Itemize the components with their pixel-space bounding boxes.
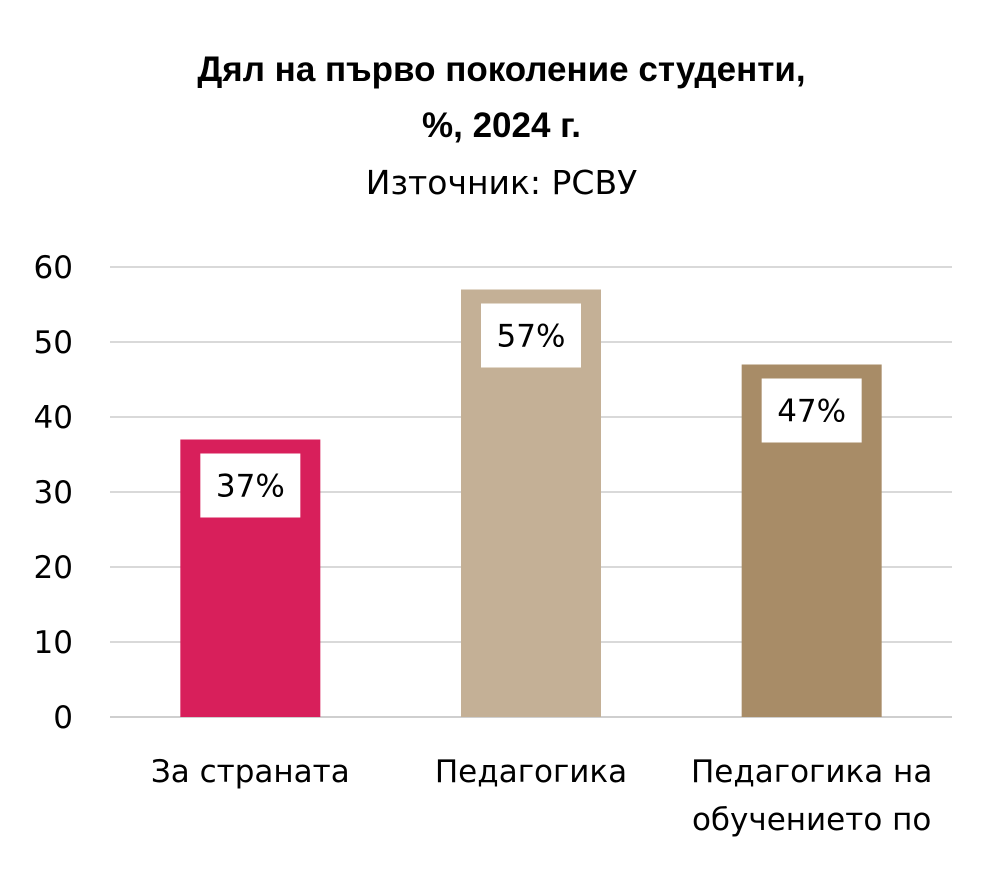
- x-category-label: обучението по: [692, 802, 931, 838]
- y-axis-ticks: 0 10 20 30 40 50 60: [34, 250, 73, 736]
- chart-subtitle: Източник: РСВУ: [365, 163, 638, 202]
- x-category-label: Педагогика на: [691, 754, 932, 790]
- data-label: 47%: [777, 394, 846, 430]
- x-axis-categories: За страната Педагогика Педагогика на обучен…: [151, 754, 932, 838]
- y-tick-label: 60: [34, 250, 73, 286]
- y-tick-label: 10: [34, 625, 73, 661]
- x-category-label: За страната: [151, 754, 350, 790]
- data-label-box: [481, 303, 581, 368]
- chart-title: Дял на първо поколение студенти, %, 2024…: [197, 50, 806, 145]
- y-tick-label: 40: [34, 400, 73, 436]
- data-label-box: [200, 453, 301, 518]
- data-labels: 37% 57% 47%: [200, 303, 862, 518]
- data-label-box: [761, 378, 862, 443]
- data-label: 57%: [497, 319, 566, 355]
- x-category-label: Педагогика: [435, 754, 627, 790]
- y-tick-label: 0: [53, 700, 73, 736]
- y-tick-label: 20: [34, 550, 73, 586]
- y-tick-label: 50: [34, 325, 73, 361]
- data-label: 37%: [216, 469, 285, 505]
- y-tick-label: 30: [34, 475, 73, 511]
